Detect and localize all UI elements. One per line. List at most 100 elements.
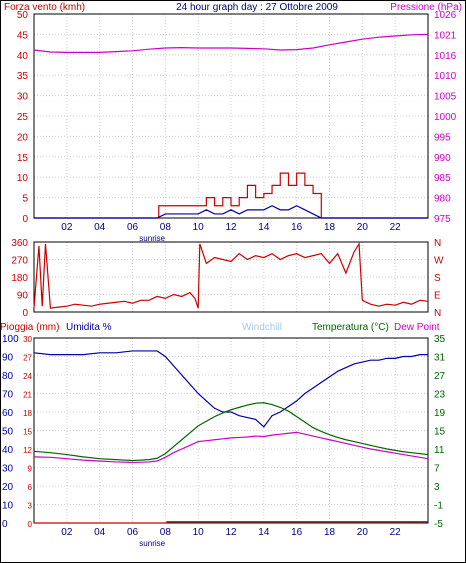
wind-axis-tick-1: 45	[17, 30, 29, 41]
wind-axis-tick-8: 10	[17, 173, 29, 184]
humidity-axis-label: Umidita %	[66, 322, 112, 333]
wind-axis-label: Forza vento (kmh)	[4, 2, 85, 13]
compass-axis-tick-0: N	[434, 238, 441, 249]
humidity-axis-tick-7: 30	[2, 464, 14, 475]
wind-axis-tick-7: 15	[17, 153, 29, 164]
panel1-x-tick-10: 10	[193, 222, 205, 233]
panel3-x-tick-20: 20	[357, 527, 369, 538]
pressure-axis-tick-3: 1010	[434, 71, 457, 82]
panel1-x-tick-06: 06	[127, 222, 139, 233]
panel3-x-tick-08: 08	[160, 527, 172, 538]
panel3-sunrise-label: sunrise	[139, 539, 165, 548]
panel3-x-tick-18: 18	[324, 527, 336, 538]
humidity-axis-tick-8: 20	[2, 482, 14, 493]
rain-axis-tick-9: 3	[28, 502, 33, 511]
compass-axis-tick-3: E	[434, 291, 441, 302]
humidity-axis-tick-2: 80	[2, 371, 14, 382]
wind-axis-tick-0: 50	[17, 10, 29, 21]
panel1-x-tick-08: 08	[160, 222, 172, 233]
pressure-axis-tick-8: 985	[434, 173, 451, 184]
pressure-axis-tick-1: 1021	[434, 30, 457, 41]
panel1-x-tick-12: 12	[225, 222, 237, 233]
temperature-line	[33, 402, 429, 462]
panel3-x-tick-04: 04	[94, 527, 106, 538]
temperature-axis-tick-8: 3	[434, 482, 440, 493]
wind-average-line	[34, 205, 428, 219]
humidity-axis-tick-4: 60	[2, 408, 14, 419]
wind-axis-tick-10: 0	[22, 214, 28, 225]
panel3-x-tick-06: 06	[127, 527, 139, 538]
wind-axis-tick-2: 40	[17, 51, 29, 62]
panel3-x-tick-16: 16	[291, 527, 303, 538]
rain-axis-tick-6: 12	[23, 446, 32, 455]
temperature-axis-tick-9: -1	[434, 501, 443, 512]
rain-axis-tick-4: 18	[23, 409, 32, 418]
pressure-axis-tick-7: 990	[434, 153, 451, 164]
panel1-x-tick-14: 14	[258, 222, 270, 233]
humidity-axis-tick-3: 70	[2, 390, 14, 401]
direction-axis-tick-2: 180	[11, 273, 28, 284]
rain-axis-tick-7: 9	[28, 465, 33, 474]
temperature-axis-tick-7: 7	[434, 464, 440, 475]
panel2-frame	[33, 241, 429, 313]
compass-axis-tick-4: N	[434, 308, 441, 319]
pressure-axis-tick-10: 975	[434, 214, 451, 225]
wind-axis-tick-5: 25	[17, 112, 29, 123]
temperature-axis-tick-5: 15	[434, 427, 446, 438]
compass-axis-tick-1: W	[434, 256, 444, 267]
panel1-frame	[33, 13, 429, 219]
humidity-axis-tick-9: 10	[2, 501, 14, 512]
temperature-axis-label: Temperatura (°C)	[312, 322, 389, 333]
humidity-axis-tick-5: 50	[2, 427, 14, 438]
temperature-axis-tick-3: 23	[434, 390, 446, 401]
panel1-x-tick-18: 18	[324, 222, 336, 233]
rain-axis-tick-3: 21	[23, 391, 32, 400]
humidity-axis-tick-10: 0	[2, 519, 8, 530]
temperature-axis-tick-0: 35	[434, 334, 446, 345]
panel1-x-tick-16: 16	[291, 222, 303, 233]
panel1-x-tick-04: 04	[94, 222, 106, 233]
panel3-frame	[33, 337, 429, 524]
wind-gust-line	[34, 172, 428, 219]
windchill-label: Windchill	[242, 322, 282, 333]
pressure-axis-tick-2: 1016	[434, 51, 457, 62]
humidity-axis-tick-6: 40	[2, 445, 14, 456]
panel1-x-tick-02: 02	[61, 222, 73, 233]
rain-axis-tick-2: 24	[23, 372, 32, 381]
pressure-axis-tick-6: 995	[434, 132, 451, 143]
temperature-axis-tick-10: -5	[434, 519, 443, 530]
dewpoint-line	[33, 431, 429, 464]
rain-axis-tick-1: 27	[23, 354, 32, 363]
temperature-axis-tick-2: 27	[434, 371, 446, 382]
direction-axis-tick-0: 360	[11, 238, 28, 249]
panel3-x-tick-02: 02	[61, 527, 73, 538]
dewpoint-label: Dew Point	[394, 322, 440, 333]
panel3-x-tick-10: 10	[193, 527, 205, 538]
direction-axis-tick-3: 90	[17, 291, 29, 302]
compass-axis-tick-2: S	[434, 273, 441, 284]
temperature-axis-tick-1: 31	[434, 353, 446, 364]
direction-axis-tick-4: 0	[22, 308, 28, 319]
rain-axis-tick-8: 6	[28, 483, 33, 492]
pressure-line	[33, 33, 429, 53]
wind-axis-tick-3: 35	[17, 71, 29, 82]
panel3-x-tick-12: 12	[225, 527, 237, 538]
pressure-axis-tick-5: 1000	[434, 112, 457, 123]
pressure-axis-tick-4: 1005	[434, 92, 457, 103]
rain-axis-tick-0: 30	[23, 335, 32, 344]
temperature-axis-tick-6: 11	[434, 445, 445, 456]
panel3-x-tick-22: 22	[390, 527, 402, 538]
panel1-x-tick-22: 22	[390, 222, 402, 233]
panel1-sunrise-label: sunrise	[139, 234, 165, 243]
wind-axis-tick-4: 30	[17, 92, 29, 103]
chart-title: 24 hour graph day : 27 Ottobre 2009	[176, 2, 338, 13]
temperature-axis-tick-4: 19	[434, 408, 446, 419]
wind-direction-line	[33, 242, 429, 309]
panel1-x-tick-20: 20	[357, 222, 369, 233]
humidity-axis-tick-0: 100	[2, 334, 19, 345]
rain-axis-label: Pioggia (mm)	[0, 322, 59, 333]
wind-axis-tick-9: 5	[22, 194, 28, 205]
pressure-axis-tick-0: 1026	[434, 10, 457, 21]
